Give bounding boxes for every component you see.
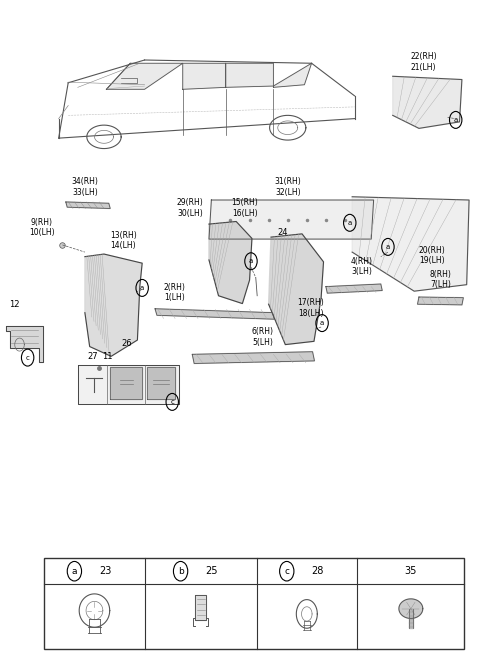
Polygon shape [209, 200, 373, 239]
Text: c: c [26, 354, 30, 360]
Polygon shape [110, 368, 142, 399]
Text: 23: 23 [99, 566, 111, 576]
Text: c: c [284, 567, 289, 576]
Text: a: a [140, 285, 144, 291]
Polygon shape [226, 63, 274, 88]
Text: a: a [386, 244, 390, 250]
Polygon shape [85, 254, 142, 356]
Polygon shape [408, 609, 413, 628]
Text: 8(RH)
7(LH): 8(RH) 7(LH) [430, 270, 451, 289]
Text: a: a [454, 117, 458, 123]
Polygon shape [107, 63, 183, 90]
Polygon shape [183, 63, 226, 90]
Polygon shape [66, 202, 110, 209]
Polygon shape [326, 284, 382, 293]
Polygon shape [209, 222, 252, 303]
Text: 22(RH)
21(LH): 22(RH) 21(LH) [410, 52, 437, 72]
Text: 27: 27 [88, 352, 98, 361]
Text: b: b [178, 567, 183, 576]
Text: 35: 35 [405, 566, 417, 576]
Text: 15(RH)
16(LH): 15(RH) 16(LH) [231, 198, 258, 218]
Polygon shape [269, 234, 324, 345]
Polygon shape [399, 599, 423, 619]
Text: a: a [249, 258, 253, 264]
Polygon shape [78, 365, 179, 404]
Text: 12: 12 [10, 300, 20, 309]
Text: 31(RH)
32(LH): 31(RH) 32(LH) [275, 177, 301, 197]
Text: 17(RH)
18(LH): 17(RH) 18(LH) [297, 298, 324, 318]
Bar [44, 558, 464, 649]
Text: a: a [348, 220, 352, 226]
Polygon shape [393, 77, 462, 128]
Polygon shape [195, 595, 206, 621]
Text: 9(RH)
10(LH): 9(RH) 10(LH) [29, 218, 55, 237]
Polygon shape [352, 197, 469, 291]
Text: a: a [320, 320, 324, 326]
Polygon shape [192, 352, 314, 364]
Text: 29(RH)
30(LH): 29(RH) 30(LH) [177, 198, 203, 218]
Polygon shape [147, 368, 175, 399]
Text: 28: 28 [312, 566, 324, 576]
Text: 13(RH)
14(LH): 13(RH) 14(LH) [110, 231, 136, 250]
Text: a: a [72, 567, 77, 576]
Text: 11: 11 [102, 352, 113, 361]
Text: 26: 26 [121, 339, 132, 348]
Polygon shape [6, 326, 43, 362]
Text: 24: 24 [278, 228, 288, 237]
Text: 4(RH)
3(LH): 4(RH) 3(LH) [351, 257, 372, 276]
Polygon shape [155, 309, 275, 319]
Text: 6(RH)
5(LH): 6(RH) 5(LH) [252, 327, 274, 347]
Polygon shape [418, 297, 463, 305]
Text: c: c [170, 399, 174, 405]
Polygon shape [274, 63, 312, 88]
Text: 2(RH)
1(LH): 2(RH) 1(LH) [163, 283, 185, 302]
Text: 25: 25 [205, 566, 218, 576]
Text: 20(RH)
19(LH): 20(RH) 19(LH) [419, 246, 446, 265]
Text: 34(RH)
33(LH): 34(RH) 33(LH) [72, 177, 98, 197]
